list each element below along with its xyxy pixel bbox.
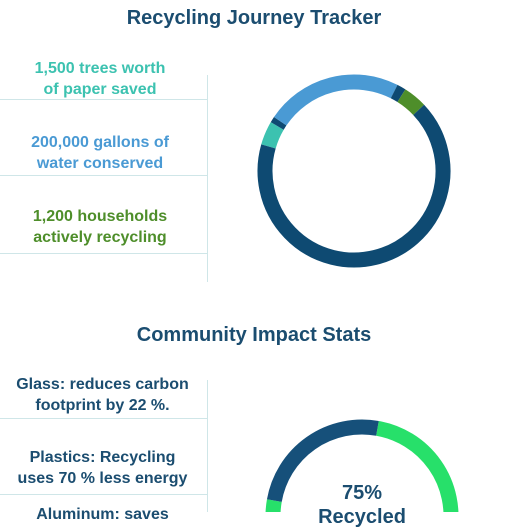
donut-chart-recycling-journey bbox=[257, 74, 451, 268]
divider bbox=[0, 418, 207, 419]
stat-glass-line1: Glass: reduces carbon bbox=[16, 376, 189, 393]
stat-plastics-line2: uses 70 % less energy bbox=[17, 470, 188, 487]
stat-water-line1: 200,000 gallons of bbox=[31, 134, 169, 151]
stat-aluminum: Aluminum: saves bbox=[0, 504, 205, 525]
stat-water: 200,000 gallons of water conserved bbox=[0, 132, 200, 174]
donut-slice-other bbox=[257, 104, 451, 268]
divider bbox=[0, 253, 207, 254]
stat-aluminum-line1: Aluminum: saves bbox=[36, 506, 169, 523]
chart-title-recycling-journey: Recycling Journey Tracker bbox=[126, 7, 382, 29]
stat-glass: Glass: reduces carbon footprint by 22 %. bbox=[0, 374, 205, 416]
donut-slice-gap bbox=[390, 84, 406, 103]
divider bbox=[0, 175, 207, 176]
stat-trees-line1: 1,500 trees worth bbox=[34, 60, 166, 77]
stat-water-line2: water conserved bbox=[36, 155, 164, 172]
donut-center-label: Recycled bbox=[318, 506, 406, 528]
donut-slice-trees bbox=[261, 122, 284, 149]
donut-chart-community-impact bbox=[265, 419, 459, 512]
divider-vertical bbox=[207, 380, 208, 512]
stat-plastics: Plastics: Recycling uses 70 % less energ… bbox=[0, 447, 205, 489]
stat-trees-line2: of paper saved bbox=[43, 81, 157, 98]
donut-slice-recycled bbox=[265, 420, 459, 512]
stat-households: 1,200 households actively recycling bbox=[0, 206, 200, 248]
donut-center-value: 75% bbox=[341, 482, 383, 504]
donut-slice-water bbox=[274, 74, 398, 126]
stat-households-line1: 1,200 households bbox=[32, 208, 168, 225]
stat-plastics-line1: Plastics: Recycling bbox=[29, 449, 176, 466]
donut-slice-not-recycled bbox=[266, 419, 379, 503]
divider bbox=[0, 99, 207, 100]
stat-trees: 1,500 trees worth of paper saved bbox=[0, 58, 200, 100]
chart-title-community-impact: Community Impact Stats bbox=[136, 324, 372, 346]
donut-slice-gap bbox=[270, 117, 287, 130]
divider-vertical bbox=[207, 75, 208, 282]
stat-glass-line2: footprint by 22 %. bbox=[35, 397, 170, 414]
donut-slice-households bbox=[397, 89, 425, 116]
divider bbox=[0, 494, 207, 495]
stat-households-line2: actively recycling bbox=[33, 229, 167, 246]
